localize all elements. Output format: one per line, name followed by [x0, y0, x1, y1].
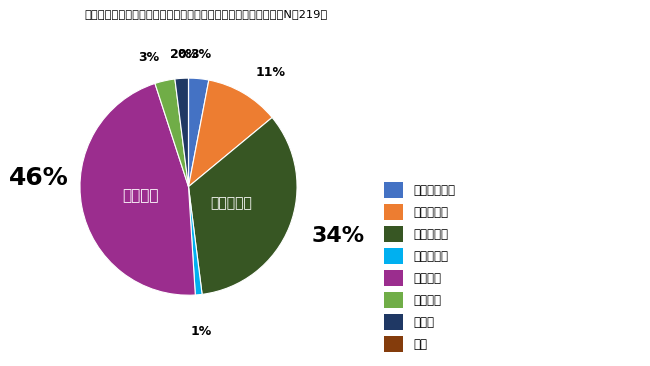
Bar — [384, 314, 403, 330]
Wedge shape — [155, 79, 188, 187]
Text: ペルー: ペルー — [413, 315, 434, 329]
Text: ブラジル: ブラジル — [122, 188, 159, 203]
Text: コロンビア: コロンビア — [210, 197, 252, 210]
Text: タンザニア: タンザニア — [413, 250, 448, 263]
Bar — [384, 182, 403, 198]
Text: 約半数の人が: 約半数の人が — [473, 74, 538, 92]
Text: あなたが選ぶコーヒー豆の産地を一つだけお選びください。　（N＝219）: あなたが選ぶコーヒー豆の産地を一つだけお選びください。 （N＝219） — [84, 9, 328, 19]
Text: ベトナム: ベトナム — [413, 294, 441, 307]
Text: エチオピア: エチオピア — [413, 206, 448, 219]
Text: 1%: 1% — [191, 325, 212, 338]
Text: 2%: 2% — [170, 48, 191, 61]
Text: ブラジルと回答: ブラジルと回答 — [462, 124, 549, 144]
Text: 0%: 0% — [178, 48, 199, 61]
Text: 11%: 11% — [256, 66, 286, 79]
Wedge shape — [188, 117, 297, 294]
Text: 3%: 3% — [138, 51, 160, 64]
Text: 中国: 中国 — [413, 337, 427, 351]
Text: コロンビア: コロンビア — [413, 228, 448, 241]
Wedge shape — [188, 187, 202, 295]
Bar — [384, 248, 403, 264]
Bar — [384, 292, 403, 308]
Wedge shape — [188, 80, 272, 187]
Bar — [384, 336, 403, 352]
Text: 34%: 34% — [312, 225, 365, 246]
Text: ブラジル: ブラジル — [413, 272, 441, 285]
Bar — [384, 270, 403, 286]
Bar — [384, 226, 403, 242]
Wedge shape — [175, 78, 188, 187]
Text: 46%: 46% — [9, 166, 69, 190]
Text: 3%: 3% — [190, 48, 211, 61]
Wedge shape — [188, 78, 209, 187]
Bar — [384, 204, 403, 220]
Wedge shape — [80, 83, 195, 295]
Text: インドネシア: インドネシア — [413, 184, 455, 197]
